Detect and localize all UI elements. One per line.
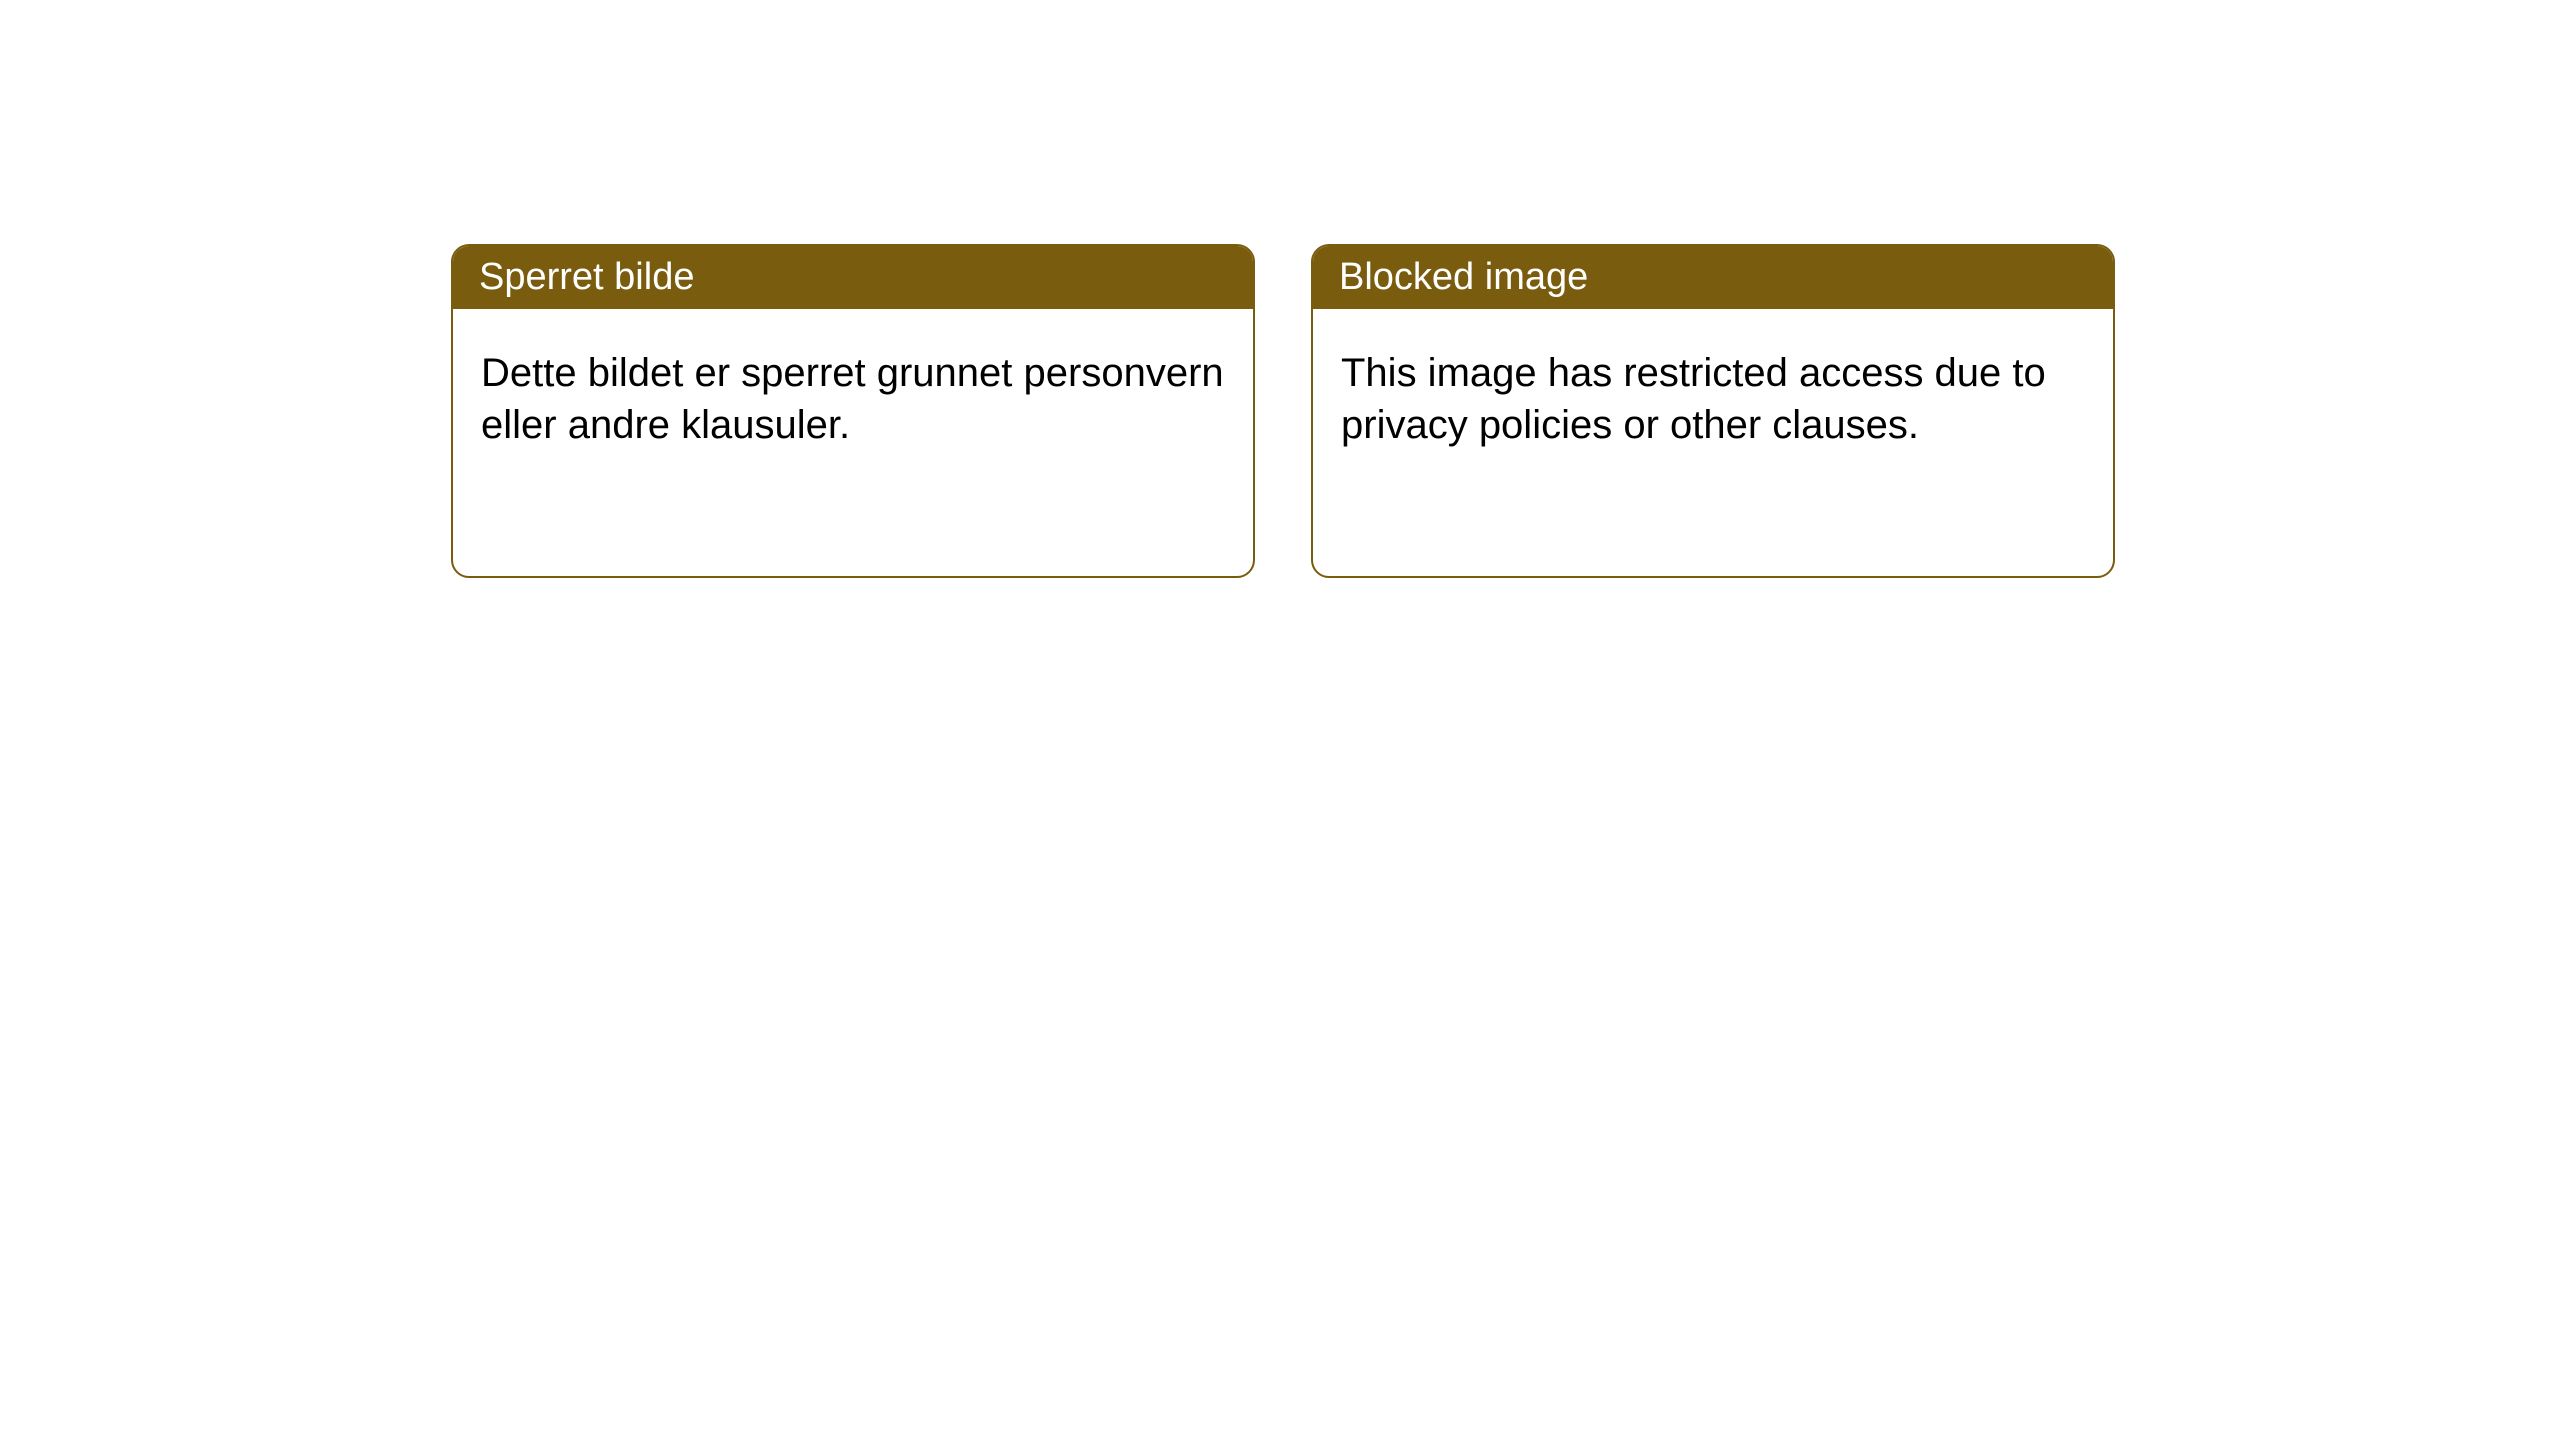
notice-body-norwegian: Dette bildet er sperret grunnet personve… xyxy=(453,309,1253,489)
notice-body-english: This image has restricted access due to … xyxy=(1313,309,2113,489)
notice-card-english: Blocked image This image has restricted … xyxy=(1311,244,2115,578)
notice-card-norwegian: Sperret bilde Dette bildet er sperret gr… xyxy=(451,244,1255,578)
notice-title-norwegian: Sperret bilde xyxy=(453,246,1253,309)
notice-container: Sperret bilde Dette bildet er sperret gr… xyxy=(0,0,2560,578)
notice-title-english: Blocked image xyxy=(1313,246,2113,309)
